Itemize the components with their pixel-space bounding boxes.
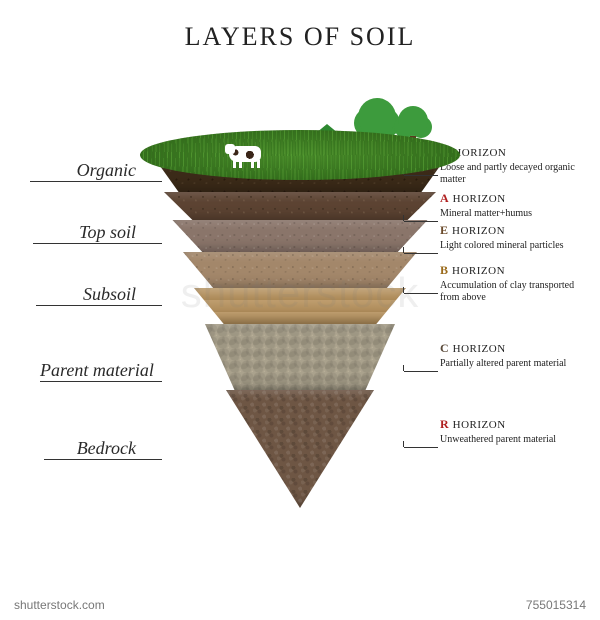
right-label: E HORIZON Light colored mineral particles — [440, 223, 580, 252]
connector-line — [404, 221, 438, 222]
left-label: Top soil — [33, 222, 150, 244]
grass-surface — [140, 130, 460, 180]
soil-diagram — [150, 90, 450, 520]
horizon-word: HORIZON — [453, 147, 506, 159]
layers-stack — [150, 152, 450, 522]
surface-scene — [140, 90, 460, 180]
right-label: OHORIZONLoose and partly decayed organic… — [440, 145, 580, 185]
horizon-code: A — [440, 191, 449, 205]
horizon-desc: Unweathered parent material — [440, 434, 580, 446]
left-label: Organic — [30, 160, 150, 182]
footer-source: shutterstock.com — [14, 598, 105, 612]
footer: shutterstock.com 755015314 — [0, 598, 600, 612]
horizon-word: HORIZON — [453, 193, 506, 205]
horizon-word: HORIZON — [452, 225, 505, 237]
horizon-desc: Mineral matter+humus — [440, 208, 580, 220]
left-label: Parent material — [40, 360, 150, 382]
layer-topsoil1 — [164, 192, 436, 222]
horizon-code: C — [440, 341, 449, 355]
horizon-word: HORIZON — [453, 343, 506, 355]
horizon-desc: Partially altered parent material — [440, 358, 580, 370]
connector-line — [404, 253, 438, 254]
cow-icon — [225, 144, 265, 168]
horizon-code: B — [440, 263, 448, 277]
right-label: R HORIZON Unweathered parent material — [440, 417, 580, 446]
right-label: B HORIZON Accumulation of clay transported… — [440, 263, 580, 303]
layer-parent — [205, 324, 395, 392]
connector-line — [404, 371, 438, 372]
horizon-word: HORIZON — [452, 265, 505, 277]
layer-subsoil1 — [183, 252, 417, 290]
horizon-word: HORIZON — [453, 419, 506, 431]
page-title: LAYERS OF SOIL — [0, 22, 600, 52]
connector-line — [404, 293, 438, 294]
left-label: Subsoil — [36, 284, 150, 306]
layer-topsoil2 — [173, 220, 428, 254]
horizon-code: R — [440, 417, 449, 431]
horizon-desc: Loose and partly decayed organic matter — [440, 162, 580, 185]
horizon-desc: Light colored mineral particles — [440, 240, 580, 252]
footer-id: 755015314 — [526, 598, 586, 612]
horizon-code: E — [440, 223, 448, 237]
horizon-desc: Accumulation of clay transported from ab… — [440, 280, 580, 303]
right-label: A HORIZON Mineral matter+humus — [440, 191, 580, 220]
right-label: C HORIZON Partially altered parent materia… — [440, 341, 580, 370]
layer-subsoil2 — [194, 288, 406, 326]
layer-bedrock — [226, 390, 374, 508]
connector-line — [404, 447, 438, 448]
left-label: Bedrock — [44, 438, 150, 460]
